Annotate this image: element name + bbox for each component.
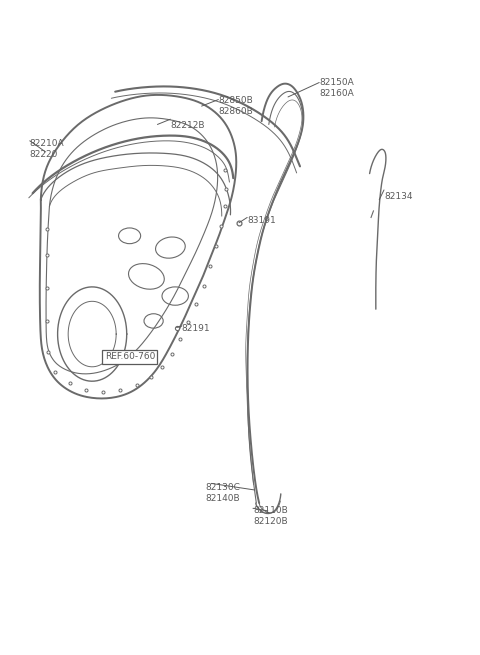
Text: 82212B: 82212B [170, 121, 205, 130]
Text: 82210A
82220: 82210A 82220 [30, 140, 64, 159]
Text: REF.60-760: REF.60-760 [105, 352, 155, 362]
Text: 82134: 82134 [384, 192, 412, 201]
Text: 82850B
82860B: 82850B 82860B [218, 96, 253, 116]
Text: 82150A
82160A: 82150A 82160A [319, 79, 354, 98]
Text: 82191: 82191 [181, 324, 210, 333]
Text: 83191: 83191 [247, 215, 276, 225]
Text: 82110B
82120B: 82110B 82120B [253, 506, 288, 526]
Text: 82130C
82140B: 82130C 82140B [205, 483, 240, 502]
